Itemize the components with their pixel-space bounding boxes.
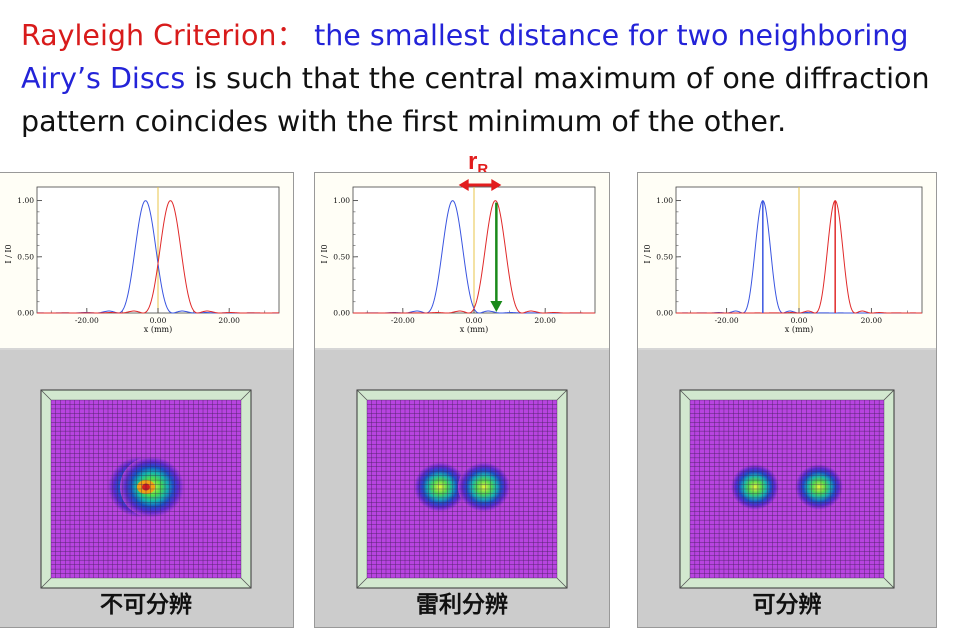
y-tick-label: 1.00 [17, 196, 34, 205]
mesh-grid [366, 399, 558, 579]
x-tick-label: 0.00 [791, 316, 808, 325]
intensity-plot-unresolved: 0.00 0.50 1.00 -20.00 0.00 20.00 x (mm) I / I0 [4, 186, 280, 334]
x-tick-label: -20.00 [75, 316, 99, 325]
airy-disc [414, 462, 466, 512]
mesh-grid [50, 399, 242, 579]
criterion-term: Rayleigh Criterion [21, 19, 277, 52]
x-tick-label: 0.00 [150, 316, 167, 325]
criterion-rest: is such that the central maximum of one … [21, 62, 930, 138]
x-axis-label: x (mm) [144, 325, 172, 334]
y-tick-label: 0.50 [656, 252, 673, 261]
y-tick-label: 0.00 [17, 309, 34, 318]
rr-symbol: r [468, 148, 478, 175]
x-tick-label: 0.00 [466, 316, 483, 325]
panel-label-resolved: 可分辨 [752, 592, 822, 618]
rayleigh-arrow-left-head [458, 179, 469, 191]
criterion-definition-part2: Airy’s Discs [21, 62, 186, 95]
y-axis-label: I / I0 [4, 244, 13, 263]
rr-subscript: R [477, 161, 489, 178]
y-tick-label: 0.00 [656, 309, 673, 318]
y-tick-label: 1.00 [656, 196, 673, 205]
mesh-grid [689, 399, 885, 579]
airy-curve-2 [37, 200, 280, 314]
panel-unresolved: 0.00 0.50 1.00 -20.00 0.00 20.00 x (mm) I / I0 … [0, 172, 294, 628]
panel-label-rayleigh: 雷利分辨 [416, 592, 508, 618]
x-axis-label: x (mm) [460, 325, 488, 334]
plot-area-resolved: 0.00 0.50 1.00 -20.00 0.00 20.00 x (mm) I / I0 [638, 173, 936, 350]
panel-label-unresolved: 不可分辨 [100, 592, 192, 618]
criterion-definition-part1: the smallest distance for two neighborin… [314, 19, 909, 52]
intensity-plot-resolved: 0.00 0.50 1.00 -20.00 0.00 20.00 x (mm) I / I0 [643, 186, 923, 334]
sim-area-unresolved: 不可分辨 [0, 350, 293, 627]
y-tick-label: 1.00 [333, 196, 350, 205]
airy-curve-2 [676, 200, 922, 314]
x-tick-label: -20.00 [715, 316, 739, 325]
x-tick-label: 20.00 [218, 316, 240, 325]
airy-discs [414, 462, 510, 512]
y-axis-label: I / I0 [643, 244, 652, 263]
x-tick-label: 20.00 [861, 316, 883, 325]
airy-curve-2 [353, 200, 596, 314]
diffraction-image-rayleigh [356, 389, 568, 589]
y-tick-label: 0.50 [17, 252, 34, 261]
panel-rayleigh: 0.00 0.50 1.00 -20.00 0.00 20.00 x (mm) I / I0 … [314, 172, 610, 628]
diffraction-image-unresolved [40, 389, 252, 589]
rayleigh-distance-label: rR [468, 150, 488, 182]
intensity-plot-rayleigh: 0.00 0.50 1.00 -20.00 0.00 20.00 x (mm) I / I0 [320, 179, 596, 334]
y-axis-label: I / I0 [320, 244, 329, 263]
y-tick-label: 0.50 [333, 252, 350, 261]
sim-area-rayleigh: 雷利分辨 [315, 350, 609, 627]
x-tick-label: -20.00 [391, 316, 415, 325]
panel-resolved: 0.00 0.50 1.00 -20.00 0.00 20.00 x (mm) I / I0 … [637, 172, 937, 628]
x-axis-label: x (mm) [785, 325, 813, 334]
first-minimum-arrow-head [490, 301, 503, 312]
plot-area-rayleigh: 0.00 0.50 1.00 -20.00 0.00 20.00 x (mm) I / I0 [315, 173, 609, 350]
airy-disc [458, 462, 510, 512]
rayleigh-criterion-heading: Rayleigh Criterion： the smallest distanc… [21, 14, 941, 143]
diffraction-image-resolved [679, 389, 895, 589]
rayleigh-arrow-right-head [491, 179, 502, 191]
y-tick-label: 0.00 [333, 309, 350, 318]
plot-area-unresolved: 0.00 0.50 1.00 -20.00 0.00 20.00 x (mm) I / I0 [0, 173, 293, 350]
sim-area-resolved: 可分辨 [638, 350, 936, 627]
criterion-colon: ： [276, 19, 305, 52]
x-tick-label: 20.00 [534, 316, 556, 325]
